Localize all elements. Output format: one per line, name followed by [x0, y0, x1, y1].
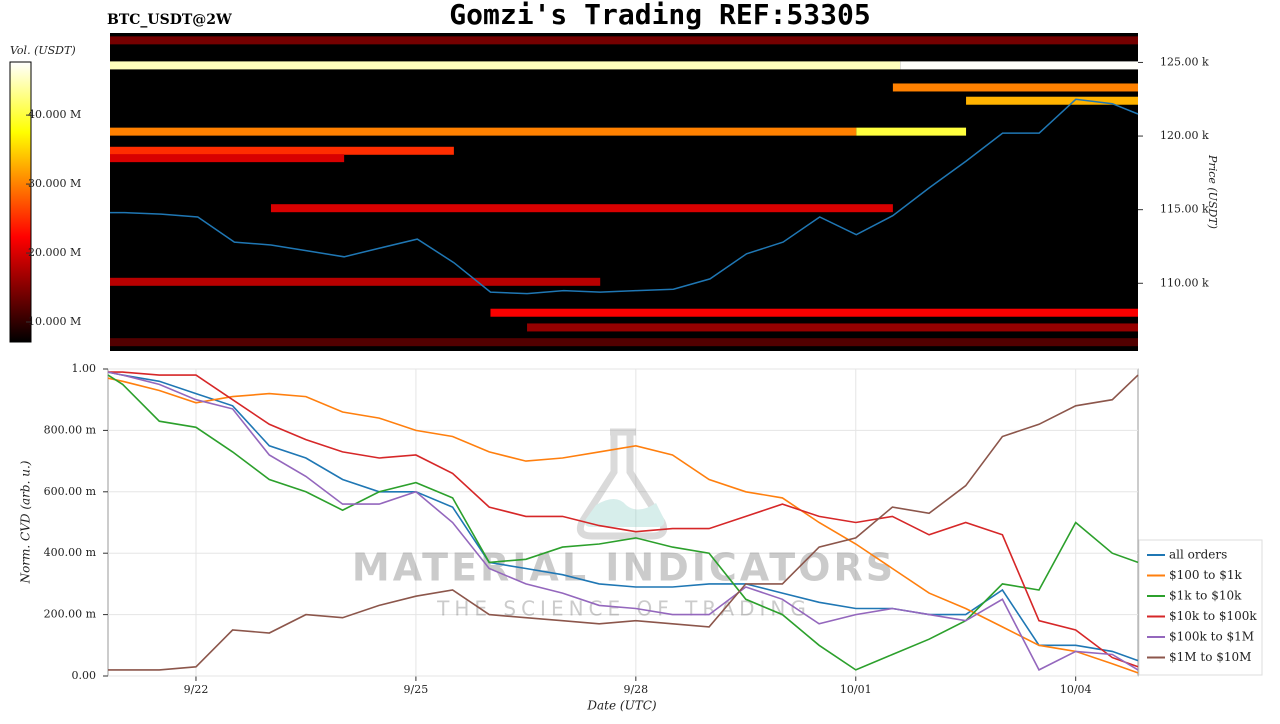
x-tick-label: 10/04 [1060, 683, 1092, 696]
heat-band [110, 146, 454, 155]
y-tick-label: 120.00 k [1160, 129, 1209, 142]
heat-band [110, 338, 1138, 347]
legend-label: $100k to $1M [1169, 630, 1254, 644]
y-tick-label: 115.00 k [1160, 203, 1209, 216]
heat-band [110, 61, 901, 70]
y-tick-label: 110.00 k [1160, 276, 1209, 289]
price-line [110, 98, 1139, 295]
heatmap-background [110, 33, 1138, 351]
series-line [107, 374, 1139, 671]
y-tick-label: 125.00 k [1160, 55, 1209, 68]
heat-band [110, 277, 601, 286]
heat-band [490, 308, 1139, 317]
y-axis-label: Price (USDT) [1206, 154, 1219, 229]
x-tick-label: 9/22 [184, 683, 209, 696]
heat-band [892, 83, 1138, 92]
colorbar-tick-label: 40.000 M [28, 108, 81, 121]
heat-band [110, 36, 1138, 45]
watermark: MATERIAL INDICATORS THE SCIENCE OF TRADI… [352, 428, 896, 621]
heat-band [527, 323, 1138, 332]
legend-label: $1M to $10M [1169, 650, 1251, 664]
heat-band [856, 127, 967, 136]
series-line [107, 371, 1139, 662]
x-tick-label: 9/28 [623, 683, 648, 696]
x-tick-label: 9/25 [404, 683, 429, 696]
legend-label: $1k to $10k [1169, 589, 1242, 603]
y-tick-label: 400.00 m [44, 546, 97, 559]
heat-band [966, 96, 1138, 105]
colorbar-tick-label: 20.000 M [28, 246, 81, 259]
watermark-title: MATERIAL INDICATORS [352, 546, 896, 590]
colorbar-tick-label: 30.000 M [28, 177, 81, 190]
series-line [108, 374, 1139, 671]
heat-band [110, 154, 345, 163]
legend-label: all orders [1169, 548, 1227, 562]
watermark-liquid [584, 499, 665, 527]
watermark-subtitle: THE SCIENCE OF TRADING [436, 597, 811, 621]
y-tick-label: 800.00 m [44, 423, 97, 436]
y-tick-label: 0.00 [72, 669, 97, 682]
x-axis-label: Date (UTC) [586, 699, 656, 713]
colorbar-tick-label: 10.000 M [28, 315, 81, 328]
legend-label: $10k to $100k [1169, 609, 1257, 623]
heat-band [110, 127, 857, 136]
y-axis-label: Norm. CVD (arb. u.) [19, 460, 33, 584]
heat-band [900, 61, 1138, 70]
colorbar-label: Vol. (USDT) [10, 44, 76, 57]
y-tick-label: 600.00 m [44, 485, 97, 498]
colorbar [9, 61, 32, 343]
heat-band [270, 204, 893, 213]
y-tick-label: 200.00 m [44, 608, 97, 621]
series-line [107, 377, 1139, 674]
series-line [108, 371, 1139, 668]
y-tick-label: 1.00 [72, 362, 97, 375]
watermark-flask [576, 428, 668, 540]
symbol-label: BTC_USDT@2W [107, 12, 232, 28]
series-line [107, 371, 1139, 671]
legend-label: $100 to $1k [1169, 568, 1242, 582]
legend-box [1138, 539, 1263, 676]
x-tick-label: 10/01 [840, 683, 872, 696]
chart-title: Gomzi's Trading REF:53305 [449, 0, 870, 31]
